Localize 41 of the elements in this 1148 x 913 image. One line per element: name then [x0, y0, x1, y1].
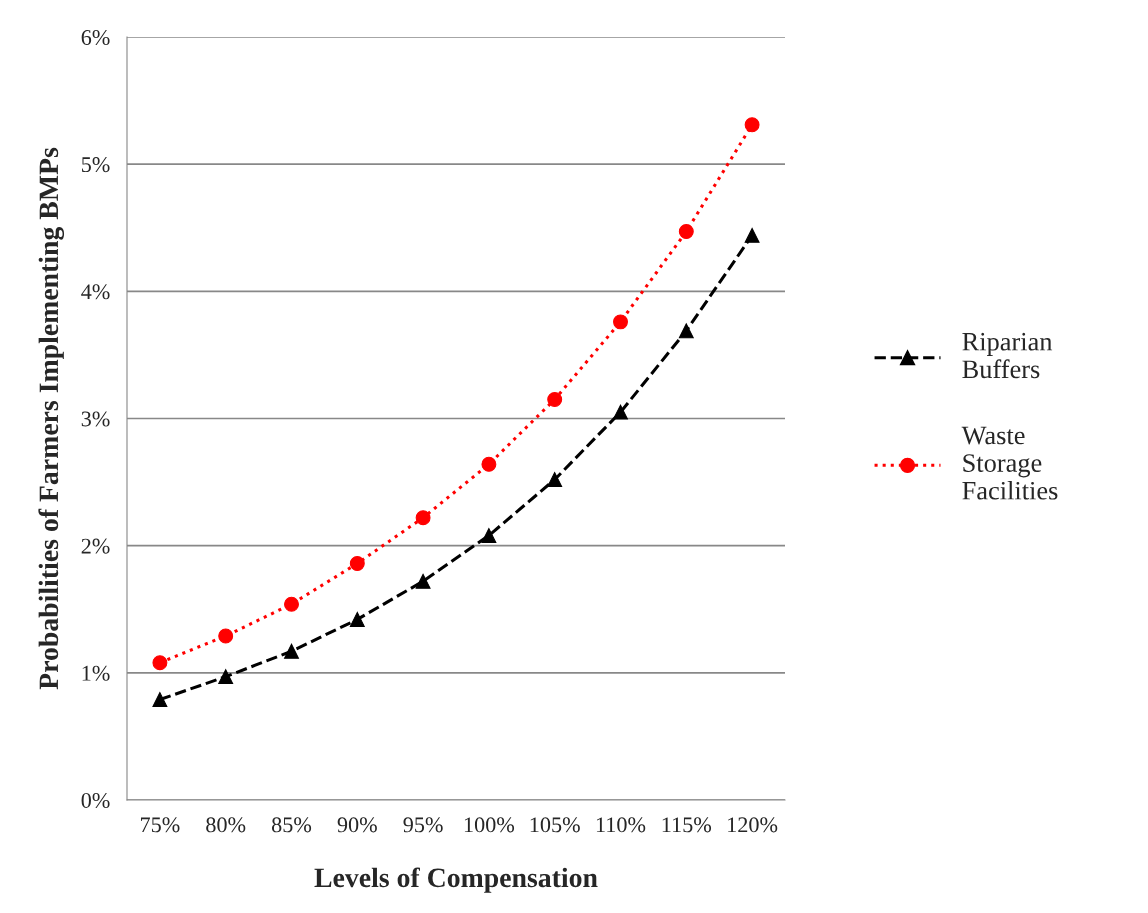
point [415, 510, 431, 526]
point [613, 314, 628, 330]
point [284, 596, 299, 612]
point [349, 611, 365, 627]
x-tick-label: 75% [141, 817, 180, 833]
point [218, 628, 234, 644]
y-tick-label: 1% [82, 665, 110, 681]
x-tick-label: 85% [271, 817, 312, 833]
x-tick-label: 120% [728, 817, 778, 833]
point [547, 472, 563, 487]
point [613, 404, 628, 420]
x-tick-label: 105% [530, 817, 580, 833]
point [744, 117, 760, 133]
point [152, 692, 168, 707]
point [547, 391, 563, 407]
point [152, 655, 168, 671]
x-tick-label: 100% [464, 817, 515, 833]
point [349, 556, 365, 571]
legend-label: Waste Storage Facilities [961, 426, 1058, 500]
y-axis-title: Probabilities of Farmers Implementing BMPs [38, 147, 65, 690]
y-tick-label: 4% [81, 284, 110, 300]
x-tick-label: 90% [337, 817, 377, 833]
point [284, 643, 299, 659]
point [481, 528, 497, 543]
point [415, 573, 431, 589]
y-tick-label: 3% [81, 411, 110, 427]
x-tick-label: 80% [206, 817, 246, 833]
x-tick-label: 115% [662, 817, 712, 833]
legend-label: Riparian Buffers [962, 332, 1053, 379]
x-axis-title: Levels of Compensation [314, 867, 598, 893]
y-tick-label: 6% [81, 29, 110, 45]
point [481, 456, 497, 472]
point [218, 669, 234, 685]
x-tick-label: 110% [596, 817, 646, 833]
point [678, 224, 694, 240]
y-tick-label: 0% [81, 792, 110, 808]
point [744, 227, 760, 243]
x-tick-label: 95% [403, 817, 443, 833]
y-tick-label: 5% [82, 157, 110, 173]
point [678, 323, 694, 339]
y-tick-label: 2% [81, 538, 110, 554]
